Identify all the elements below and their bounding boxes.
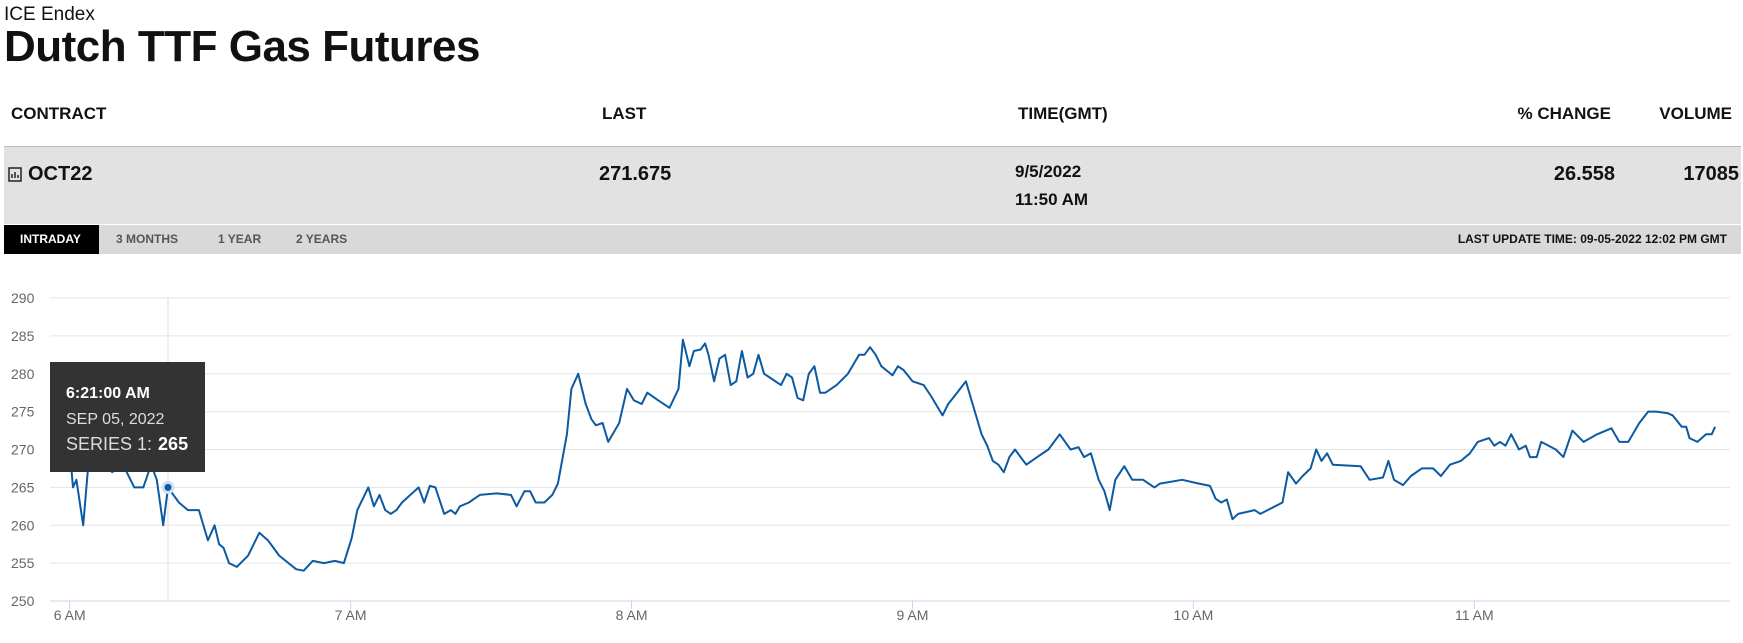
percent-change: 26.558 <box>1553 163 1615 185</box>
tab[interactable]: 3 MONTHS <box>116 232 179 246</box>
chart: 250 255 260 265 270 275 280 285 290 6 AM 7 AM 8 AM 9… <box>11 290 1730 623</box>
tab[interactable]: INTRADAY <box>20 232 81 246</box>
last-update: LAST UPDATE TIME: 09-05-2022 12:02 PM GM… <box>1457 232 1727 246</box>
x-tick-label: 7 AM <box>335 607 367 623</box>
tab-bar <box>4 225 1741 254</box>
y-tick-label: 280 <box>11 366 35 382</box>
y-tick-label: 290 <box>11 290 35 306</box>
tooltip-series: SERIES 1: 265 <box>66 434 188 454</box>
trade-date: 9/5/2022 <box>1015 162 1082 181</box>
x-tick-label: 6 AM <box>54 607 86 623</box>
tab[interactable]: 2 YEARS <box>296 232 348 246</box>
x-tick-label: 11 AM <box>1455 607 1494 623</box>
last-price: 271.675 <box>599 163 672 185</box>
contract-icon <box>8 167 22 182</box>
hover-marker <box>161 480 175 494</box>
y-tick-label: 260 <box>11 517 35 533</box>
volume: 17085 <box>1683 163 1739 185</box>
tooltip-box <box>50 362 205 472</box>
y-tick-label: 265 <box>11 479 35 495</box>
column-header: % CHANGE <box>1517 104 1611 123</box>
column-header: TIME(GMT) <box>1018 104 1108 123</box>
y-tick-label: 255 <box>11 555 35 571</box>
tooltip-value: 265 <box>158 434 188 454</box>
column-header: VOLUME <box>1659 104 1732 123</box>
price-line <box>68 338 1717 572</box>
page-title: Dutch TTF Gas Futures <box>4 22 480 71</box>
tooltip-date: SEP 05, 2022 <box>66 411 165 428</box>
x-tick-label: 8 AM <box>616 607 648 623</box>
table-row <box>4 146 1741 224</box>
trade-time: 11:50 AM <box>1015 190 1089 209</box>
tooltip-label: SERIES 1: <box>66 434 152 454</box>
contract[interactable]: OCT22 <box>28 163 93 185</box>
tooltip-time: 6:21:00 AM <box>66 385 150 402</box>
y-tick-label: 275 <box>11 404 35 420</box>
y-tick-label: 250 <box>11 593 35 609</box>
x-tick-label: 10 AM <box>1174 607 1214 623</box>
y-tick-label: 270 <box>11 442 35 458</box>
active-tab[interactable] <box>4 225 99 254</box>
tab[interactable]: 1 YEAR <box>218 232 262 246</box>
y-tick-label: 285 <box>11 328 35 344</box>
x-tick-label: 9 AM <box>897 607 929 623</box>
column-header: CONTRACT <box>11 104 107 123</box>
column-header: LAST <box>602 104 647 123</box>
exchange: ICE Endex <box>4 4 95 25</box>
